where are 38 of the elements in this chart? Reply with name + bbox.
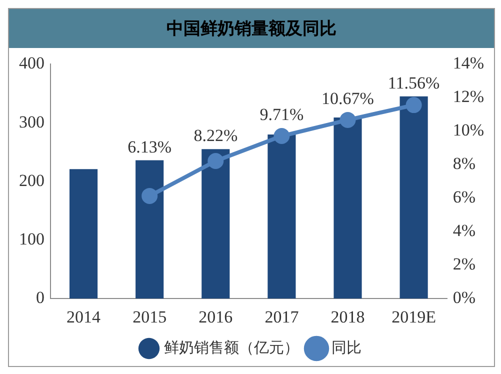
bar bbox=[400, 96, 428, 299]
y2-tick-label: 14% bbox=[452, 54, 484, 73]
y2-tick-label: 2% bbox=[452, 254, 476, 274]
data-label: 11.56% bbox=[388, 73, 440, 92]
y-tick-label: 400 bbox=[19, 54, 44, 73]
point bbox=[340, 112, 356, 128]
x-tick-label: 2019E bbox=[392, 307, 436, 326]
x-tick-label: 2016 bbox=[198, 307, 233, 326]
y-tick-label: 0 bbox=[36, 288, 44, 308]
bar bbox=[136, 160, 164, 299]
y-tick-label: 300 bbox=[19, 112, 44, 132]
y2-tick-label: 8% bbox=[452, 154, 476, 174]
data-label: 10.67% bbox=[322, 88, 374, 108]
y2-tick-label: 0% bbox=[452, 288, 476, 308]
data-label: 6.13% bbox=[128, 137, 172, 156]
bar bbox=[202, 149, 230, 299]
x-tick-label: 2015 bbox=[132, 307, 167, 326]
data-label: 9.71% bbox=[260, 104, 304, 124]
y-tick-label: 100 bbox=[19, 229, 44, 248]
data-label: 8.22% bbox=[194, 126, 238, 146]
y2-tick-label: 6% bbox=[452, 188, 476, 207]
y2-tick-label: 4% bbox=[452, 221, 476, 240]
legend-label: 同比 bbox=[332, 339, 362, 356]
y-tick-label: 200 bbox=[19, 170, 44, 190]
bar bbox=[334, 118, 362, 299]
x-tick-label: 2017 bbox=[264, 307, 300, 326]
point bbox=[274, 128, 290, 144]
point bbox=[142, 188, 158, 204]
y2-tick-label: 12% bbox=[452, 87, 484, 106]
legend-label: 鲜奶销售额（亿元） bbox=[164, 339, 299, 356]
x-tick-label: 2014 bbox=[66, 307, 102, 326]
point bbox=[406, 97, 422, 114]
bar bbox=[69, 169, 98, 299]
bar bbox=[268, 134, 296, 299]
point bbox=[208, 152, 224, 169]
y2-tick-label: 10% bbox=[452, 120, 484, 140]
x-tick-label: 2018 bbox=[330, 307, 365, 326]
chart-title: 中国鲜奶销量额及同比 bbox=[9, 9, 494, 48]
